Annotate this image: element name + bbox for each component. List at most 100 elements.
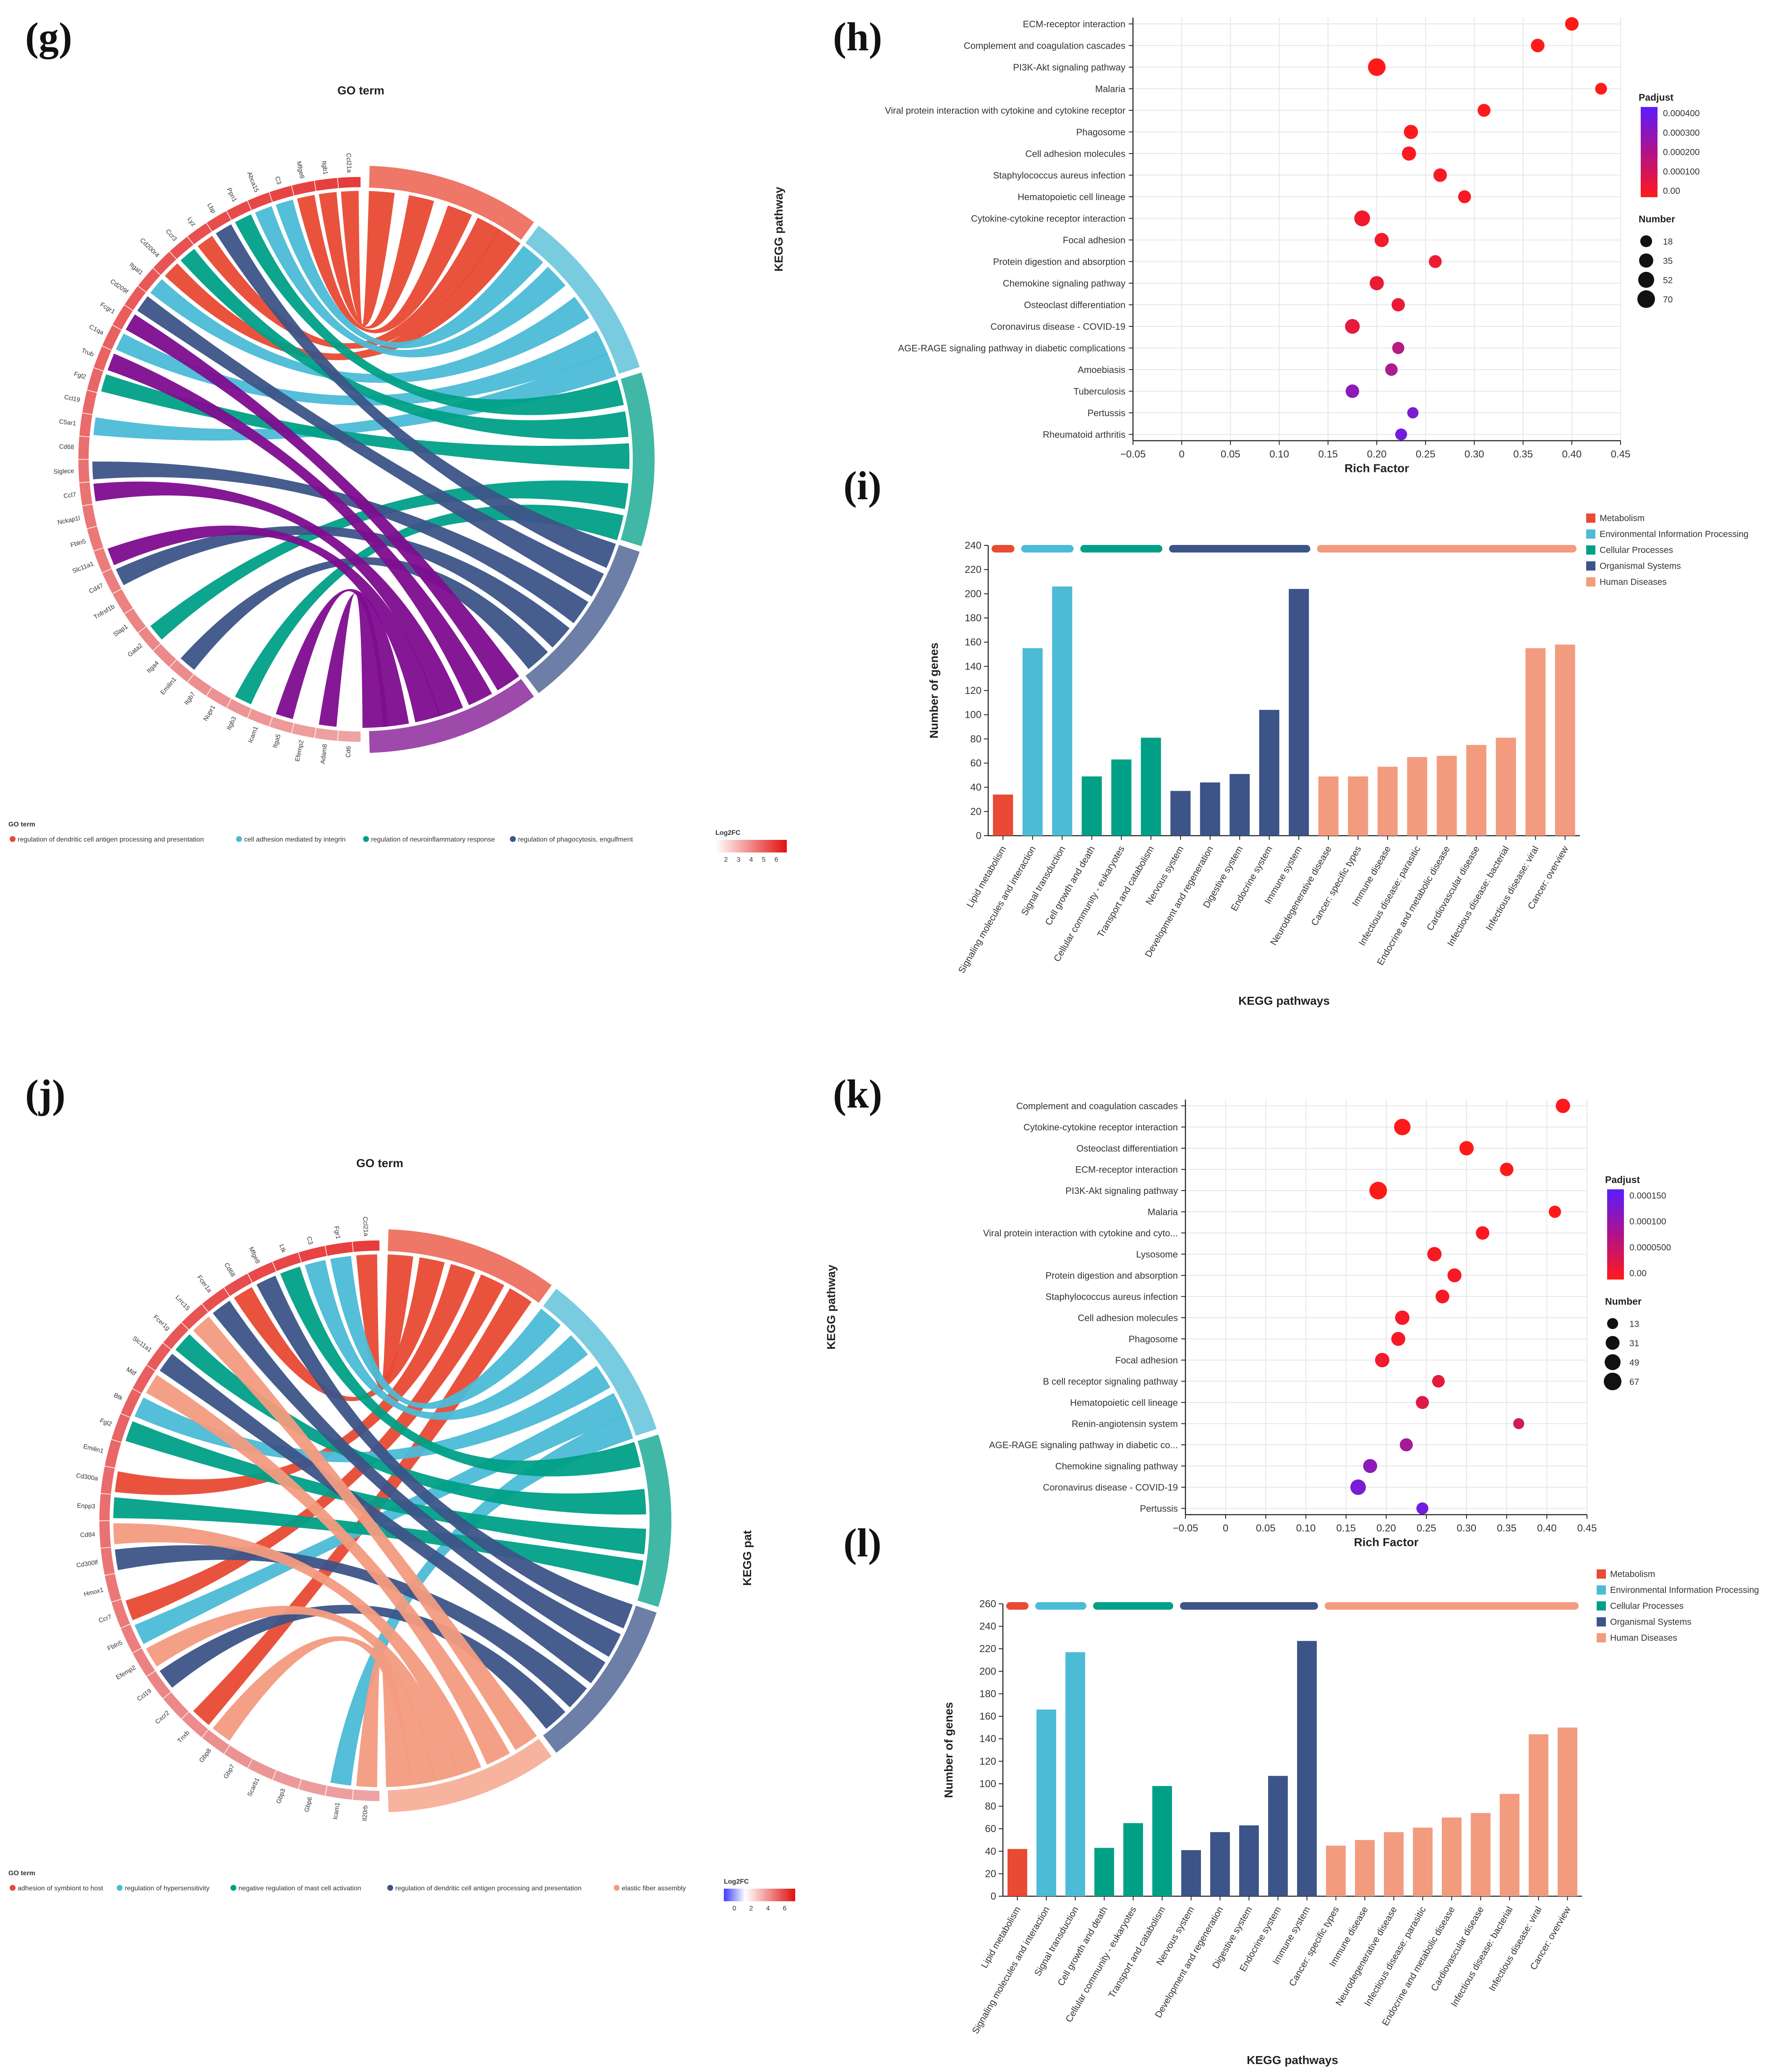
bubble-point	[1433, 168, 1447, 182]
bar	[1355, 1840, 1375, 1896]
term-arc	[369, 679, 534, 753]
x-tick-label: 0	[1223, 1523, 1228, 1534]
gene-label: Efemp2	[115, 1664, 137, 1681]
fc-legend-title: Log2FC	[724, 1878, 749, 1885]
bubble-point	[1436, 1290, 1449, 1303]
gene-segment	[324, 1785, 354, 1801]
gene-label: Mfge8	[248, 1246, 261, 1265]
x-tick-label: 0.30	[1464, 449, 1484, 460]
y-tick-label: 80	[970, 733, 981, 745]
pathway-label: Amoebiasis	[1078, 365, 1125, 375]
legend-label: regulation of hypersensitivity	[125, 1885, 209, 1892]
pathway-label: Pertussis	[1088, 408, 1125, 418]
y-tick-label: 160	[965, 637, 981, 648]
gene-label: Icam1	[247, 725, 260, 744]
y-tick-label: 140	[965, 661, 981, 672]
padj-tick: 0.00	[1629, 1269, 1647, 1278]
bubble-point	[1368, 58, 1386, 76]
x-tick-label: 0.05	[1256, 1523, 1276, 1534]
gene-segment	[269, 185, 295, 203]
pathway-label: Viral protein interaction with cytokine …	[885, 105, 1125, 116]
gene-segment	[337, 176, 361, 189]
panel-g-chord: GO term Cd6 Adam8 Efemp2 Itga5 Icam1 Itgb3 Nupr…	[8, 84, 787, 863]
number-legend-label: 67	[1629, 1377, 1639, 1387]
gene-segment	[78, 459, 91, 483]
chord-ribbon	[113, 1497, 643, 1586]
number-legend-label: 49	[1629, 1358, 1639, 1368]
x-tick-label: 0.25	[1417, 1523, 1436, 1534]
gene-segment	[247, 1758, 277, 1781]
bar	[1268, 1776, 1288, 1896]
gene-label: Cd68	[59, 443, 74, 451]
fc-tick: 0	[733, 1905, 736, 1912]
pathway-label: PI3K-Akt signaling pathway	[1013, 62, 1125, 73]
chord-ribbon	[159, 1605, 566, 1729]
bar	[1094, 1848, 1114, 1896]
x-tick-label: 0.10	[1296, 1523, 1316, 1534]
gene-label: Gata2	[126, 642, 144, 658]
pathway-label: B cell receptor signaling pathway	[1043, 1376, 1178, 1387]
gene-label: Fbln5	[70, 538, 87, 549]
bubble-point	[1369, 1182, 1387, 1199]
bubble-point	[1402, 146, 1416, 161]
gene-label: Lbp	[206, 202, 217, 214]
gene-label: Ccl7	[63, 491, 76, 500]
bubble-point	[1432, 1375, 1445, 1388]
legend-swatch	[1597, 1569, 1606, 1579]
pathway-label: Coronavirus disease - COVID-19	[1043, 1482, 1178, 1493]
term-arc	[388, 1738, 552, 1812]
legend-swatch	[230, 1885, 237, 1891]
panel-l-bar: 020406080100120140160180200220240260Lipi…	[942, 1569, 1759, 2067]
gene-label: Gbp7	[222, 1763, 236, 1780]
gene-label: Slc11a1	[131, 1335, 153, 1354]
category-label: Cardiovascular disease	[1425, 844, 1482, 933]
gene-segment	[78, 481, 93, 506]
bar	[1181, 1850, 1201, 1896]
gene-segment	[352, 1240, 380, 1253]
x-axis-title: Rich Factor	[1344, 462, 1409, 475]
bar	[1289, 589, 1309, 836]
y-tick-label: 60	[985, 1823, 996, 1835]
bubble-point	[1350, 1479, 1366, 1495]
bar	[1008, 1849, 1027, 1896]
chord-ribbon	[212, 1301, 621, 1657]
gene-segment	[272, 1770, 302, 1790]
legend-label: cell adhesion mediated by integrin	[244, 836, 346, 843]
x-tick-label: 0.45	[1577, 1523, 1597, 1534]
gene-label: Cd300lf	[76, 1559, 99, 1569]
gene-label: Itga5	[271, 733, 282, 749]
chord-ribbon	[318, 592, 389, 728]
x-tick-label: 0	[1179, 449, 1185, 460]
gene-label: Fgl2	[99, 1417, 113, 1428]
bar	[1239, 1825, 1259, 1896]
legend-label: negative regulation of mast cell activat…	[238, 1885, 361, 1892]
term-arc	[525, 545, 640, 693]
panel-label-g: (g)	[25, 14, 72, 59]
chord-ribbon	[93, 481, 463, 717]
legend-swatch	[236, 836, 242, 842]
category-label: Infectious disease: viral	[1487, 1905, 1544, 1993]
legend-label: Organismal Systems	[1600, 561, 1681, 571]
gene-label: Cd209f	[109, 278, 130, 295]
gene-label: Emilin1	[159, 676, 178, 696]
bubble-point	[1399, 1438, 1413, 1452]
y-tick-label: 180	[965, 612, 981, 624]
padj-tick: 0.000100	[1629, 1217, 1666, 1227]
chord-ribbon	[125, 314, 519, 691]
chord-ribbon	[113, 1523, 481, 1776]
chord-ribbon	[134, 1366, 611, 1462]
gene-segment	[104, 1439, 122, 1469]
gene-label: Gbp3	[275, 1788, 287, 1804]
legend-label: regulation of neuroinflammatory response	[371, 836, 495, 843]
bar	[1259, 710, 1279, 836]
chord-ribbon	[280, 1267, 641, 1477]
gene-segment	[99, 1493, 112, 1521]
gene-label: Icam1	[332, 1802, 341, 1820]
bar	[1558, 1727, 1577, 1896]
pathway-label: Malaria	[1095, 84, 1126, 94]
number-legend-dot	[1607, 1318, 1618, 1329]
x-tick-label: 0.40	[1537, 1523, 1557, 1534]
padj-tick: 0.00	[1663, 186, 1680, 196]
gene-label: Il20rb	[361, 1805, 369, 1821]
fc-gradient-bar	[715, 840, 787, 852]
